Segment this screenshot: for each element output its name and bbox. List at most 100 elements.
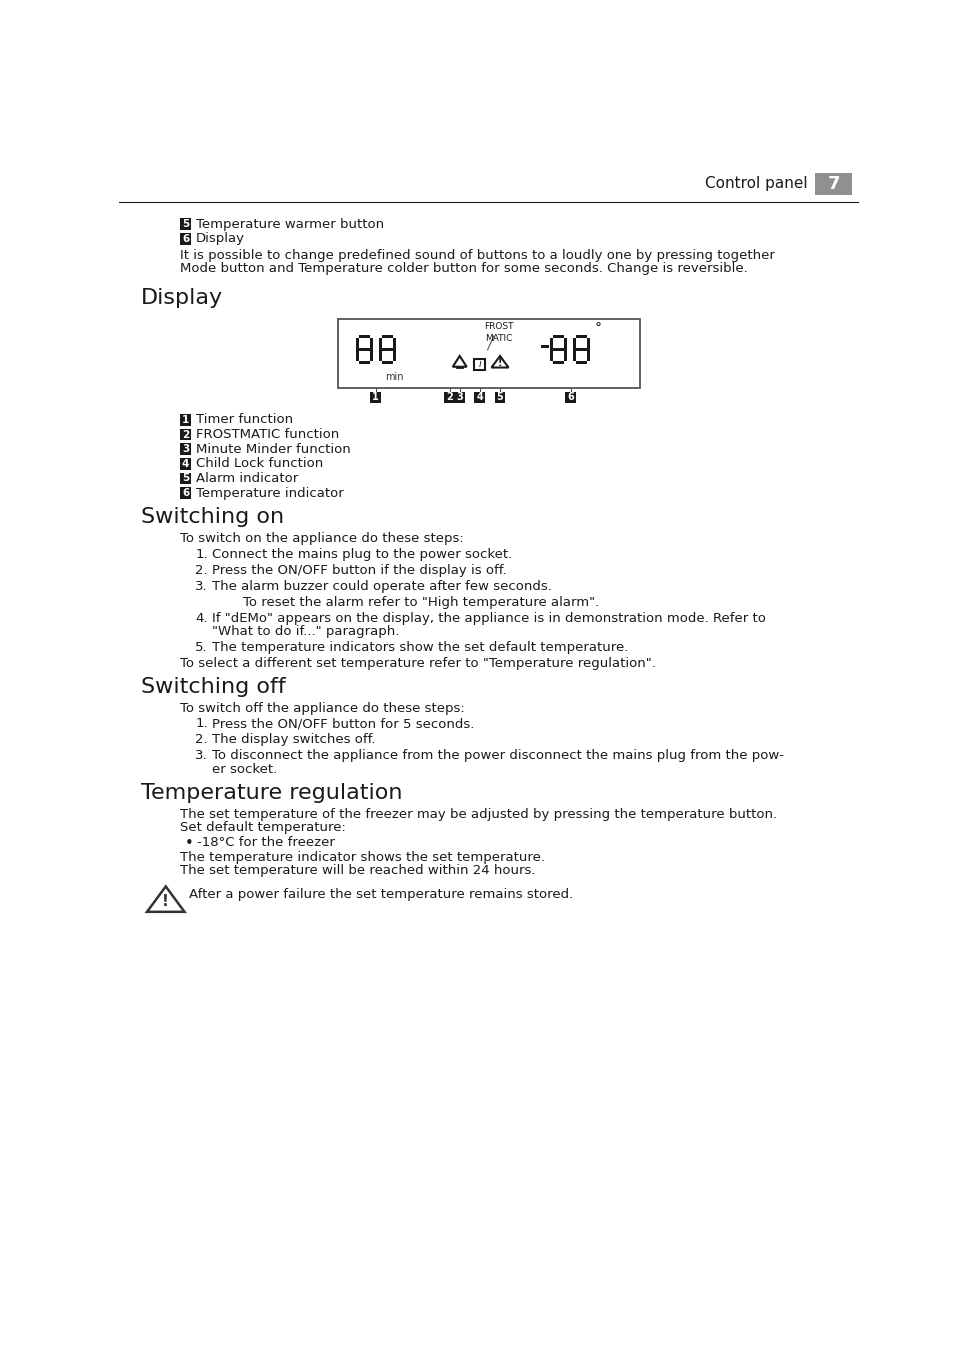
Bar bbox=[179, 429, 192, 441]
Text: To disconnect the appliance from the power disconnect the mains plug from the po: To disconnect the appliance from the pow… bbox=[212, 749, 783, 763]
Bar bbox=[355, 338, 358, 349]
Bar bbox=[564, 392, 576, 403]
Bar bbox=[179, 443, 192, 454]
Bar bbox=[378, 338, 381, 349]
Text: 7: 7 bbox=[826, 174, 840, 193]
Text: 6: 6 bbox=[182, 488, 189, 498]
Text: 5: 5 bbox=[497, 392, 503, 402]
Text: Child Lock function: Child Lock function bbox=[195, 457, 323, 470]
Bar bbox=[378, 349, 381, 361]
Text: FROSTMATIC function: FROSTMATIC function bbox=[195, 429, 339, 441]
Text: After a power failure the set temperature remains stored.: After a power failure the set temperatur… bbox=[189, 888, 573, 902]
Bar bbox=[179, 487, 192, 499]
Bar bbox=[552, 361, 563, 364]
Text: 3: 3 bbox=[456, 392, 462, 402]
Bar bbox=[474, 392, 485, 403]
Bar bbox=[454, 392, 465, 403]
Text: MATIC: MATIC bbox=[485, 334, 513, 342]
Bar bbox=[563, 338, 566, 349]
Bar bbox=[815, 173, 852, 195]
Text: Temperature warmer button: Temperature warmer button bbox=[195, 218, 384, 231]
Bar bbox=[337, 319, 639, 388]
Text: The temperature indicators show the set default temperature.: The temperature indicators show the set … bbox=[212, 641, 628, 654]
Text: Display: Display bbox=[195, 233, 245, 245]
Text: Set default temperature:: Set default temperature: bbox=[179, 821, 345, 834]
Bar bbox=[393, 338, 395, 349]
Text: 5: 5 bbox=[182, 219, 189, 230]
Bar bbox=[576, 347, 586, 352]
Text: 1: 1 bbox=[372, 392, 378, 402]
Text: To reset the alarm refer to "High temperature alarm".: To reset the alarm refer to "High temper… bbox=[243, 596, 598, 610]
Bar bbox=[369, 338, 373, 349]
Text: !: ! bbox=[497, 358, 501, 368]
Bar bbox=[369, 349, 373, 361]
Bar bbox=[370, 392, 381, 403]
Text: •: • bbox=[185, 837, 193, 852]
Text: Press the ON/OFF button for 5 seconds.: Press the ON/OFF button for 5 seconds. bbox=[212, 717, 475, 730]
Bar bbox=[586, 349, 589, 361]
Text: 1: 1 bbox=[182, 415, 189, 425]
Text: Press the ON/OFF button if the display is off.: Press the ON/OFF button if the display i… bbox=[212, 564, 506, 577]
Bar bbox=[576, 335, 586, 338]
Text: 2.: 2. bbox=[195, 564, 208, 577]
Text: Switching off: Switching off bbox=[141, 677, 285, 696]
Text: 2: 2 bbox=[182, 430, 189, 439]
Text: 3.: 3. bbox=[195, 749, 208, 763]
Text: Connect the mains plug to the power socket.: Connect the mains plug to the power sock… bbox=[212, 548, 512, 561]
Text: The temperature indicator shows the set temperature.: The temperature indicator shows the set … bbox=[179, 852, 544, 864]
Text: To select a different set temperature refer to "Temperature regulation".: To select a different set temperature re… bbox=[179, 657, 655, 671]
Text: Temperature regulation: Temperature regulation bbox=[141, 783, 402, 803]
Text: °: ° bbox=[594, 322, 600, 337]
Text: Temperature indicator: Temperature indicator bbox=[195, 487, 343, 499]
Text: Display: Display bbox=[141, 288, 223, 308]
Bar bbox=[572, 349, 576, 361]
Text: !: ! bbox=[162, 894, 169, 910]
Text: To switch on the appliance do these steps:: To switch on the appliance do these step… bbox=[179, 533, 463, 545]
Text: The set temperature will be reached within 24 hours.: The set temperature will be reached with… bbox=[179, 864, 535, 877]
Bar bbox=[179, 458, 192, 469]
Bar bbox=[549, 349, 552, 361]
Text: 2.: 2. bbox=[195, 733, 208, 746]
Bar bbox=[179, 219, 192, 230]
Text: FROST: FROST bbox=[484, 323, 514, 331]
Text: 4: 4 bbox=[182, 458, 189, 469]
Text: 3.: 3. bbox=[195, 580, 208, 594]
Text: -18°C for the freezer: -18°C for the freezer bbox=[196, 837, 335, 849]
Text: The display switches off.: The display switches off. bbox=[212, 733, 375, 746]
Bar bbox=[572, 338, 576, 349]
Bar bbox=[393, 349, 395, 361]
Polygon shape bbox=[147, 887, 184, 911]
Text: It is possible to change predefined sound of buttons to a loudly one by pressing: It is possible to change predefined soun… bbox=[179, 249, 774, 262]
Text: 6: 6 bbox=[182, 234, 189, 243]
Bar bbox=[381, 361, 393, 364]
Text: To switch off the appliance do these steps:: To switch off the appliance do these ste… bbox=[179, 702, 464, 715]
Bar bbox=[549, 338, 552, 349]
Bar bbox=[552, 347, 563, 352]
Text: min: min bbox=[385, 372, 403, 383]
Text: 2: 2 bbox=[446, 392, 453, 402]
Text: 3: 3 bbox=[182, 445, 189, 454]
Text: 4.: 4. bbox=[195, 611, 208, 625]
Bar bbox=[494, 392, 505, 403]
Text: Alarm indicator: Alarm indicator bbox=[195, 472, 298, 485]
Text: 6: 6 bbox=[567, 392, 574, 402]
Bar bbox=[179, 414, 192, 426]
Text: Mode button and Temperature colder button for some seconds. Change is reversible: Mode button and Temperature colder butto… bbox=[179, 262, 746, 274]
Text: The set temperature of the freezer may be adjusted by pressing the temperature b: The set temperature of the freezer may b… bbox=[179, 808, 776, 821]
Text: i: i bbox=[478, 358, 480, 369]
Bar bbox=[358, 361, 369, 364]
Bar bbox=[540, 345, 548, 347]
Text: Minute Minder function: Minute Minder function bbox=[195, 442, 351, 456]
Bar bbox=[381, 347, 393, 352]
Bar bbox=[179, 233, 192, 245]
Bar bbox=[552, 335, 563, 338]
Text: Control panel: Control panel bbox=[704, 176, 806, 191]
Text: "What to do if..." paragraph.: "What to do if..." paragraph. bbox=[212, 625, 399, 638]
Bar bbox=[355, 349, 358, 361]
Bar bbox=[358, 335, 369, 338]
Bar bbox=[444, 392, 455, 403]
Text: er socket.: er socket. bbox=[212, 763, 277, 776]
Text: 5.: 5. bbox=[195, 641, 208, 654]
Bar bbox=[179, 473, 192, 484]
Bar bbox=[474, 360, 485, 370]
